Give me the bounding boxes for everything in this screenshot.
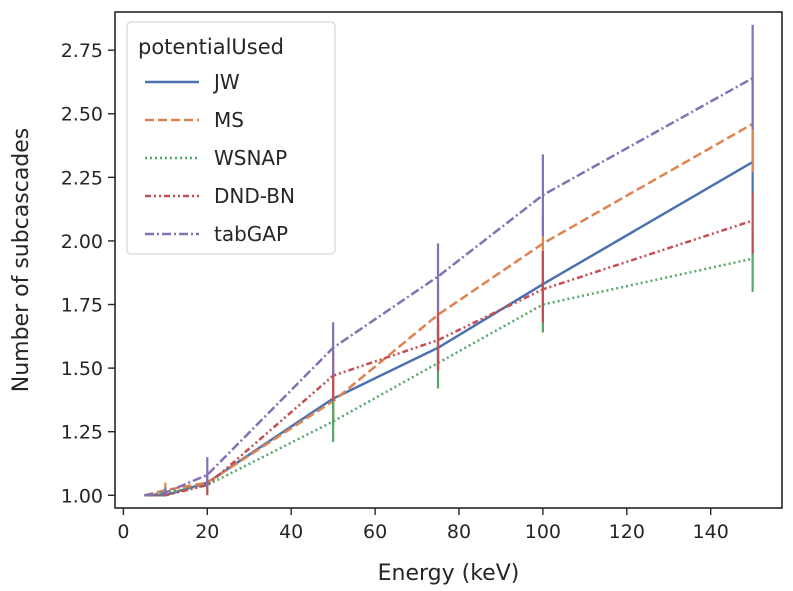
legend-label-wsnap: WSNAP	[214, 146, 287, 170]
y-tick-label: 1.25	[61, 422, 103, 444]
y-tick-label: 1.00	[61, 485, 103, 507]
x-axis: 0 20 40 60 80 100 120 140	[117, 508, 729, 543]
y-tick-label: 2.75	[61, 40, 103, 62]
x-tick-label: 0	[117, 521, 129, 543]
y-axis: 1.00 1.25 1.50 1.75 2.00 2.25 2.50 2.75	[61, 40, 115, 507]
y-tick-label: 1.75	[61, 295, 103, 317]
y-tick-label: 2.25	[61, 167, 103, 189]
x-tick-label: 20	[195, 521, 219, 543]
legend: potentialUsed JW MS WSNAP DND-BN tabGAP	[126, 21, 336, 255]
x-tick-label: 120	[609, 521, 645, 543]
legend-label-dnd-bn: DND-BN	[214, 184, 295, 208]
x-tick-label: 40	[279, 521, 303, 543]
x-axis-label: Energy (keV)	[378, 561, 520, 586]
x-tick-label: 140	[693, 521, 729, 543]
x-tick-label: 60	[363, 521, 387, 543]
y-tick-label: 1.50	[61, 358, 103, 380]
legend-label-jw: JW	[212, 70, 240, 94]
legend-label-tabgap: tabGAP	[214, 222, 288, 246]
series-line	[144, 77, 754, 497]
series-wsnap	[144, 230, 754, 497]
y-tick-label: 2.00	[61, 231, 103, 253]
y-axis-label: Number of subcascades	[9, 128, 34, 393]
y-tick-label: 2.50	[61, 104, 103, 126]
chart-marks	[144, 24, 754, 497]
legend-title: potentialUsed	[138, 35, 284, 59]
x-tick-label: 80	[447, 521, 471, 543]
legend-label-ms: MS	[214, 108, 244, 132]
plot-frame	[114, 11, 783, 509]
series-line	[144, 257, 753, 497]
x-tick-label: 100	[525, 521, 561, 543]
series-tabgap	[144, 24, 754, 497]
